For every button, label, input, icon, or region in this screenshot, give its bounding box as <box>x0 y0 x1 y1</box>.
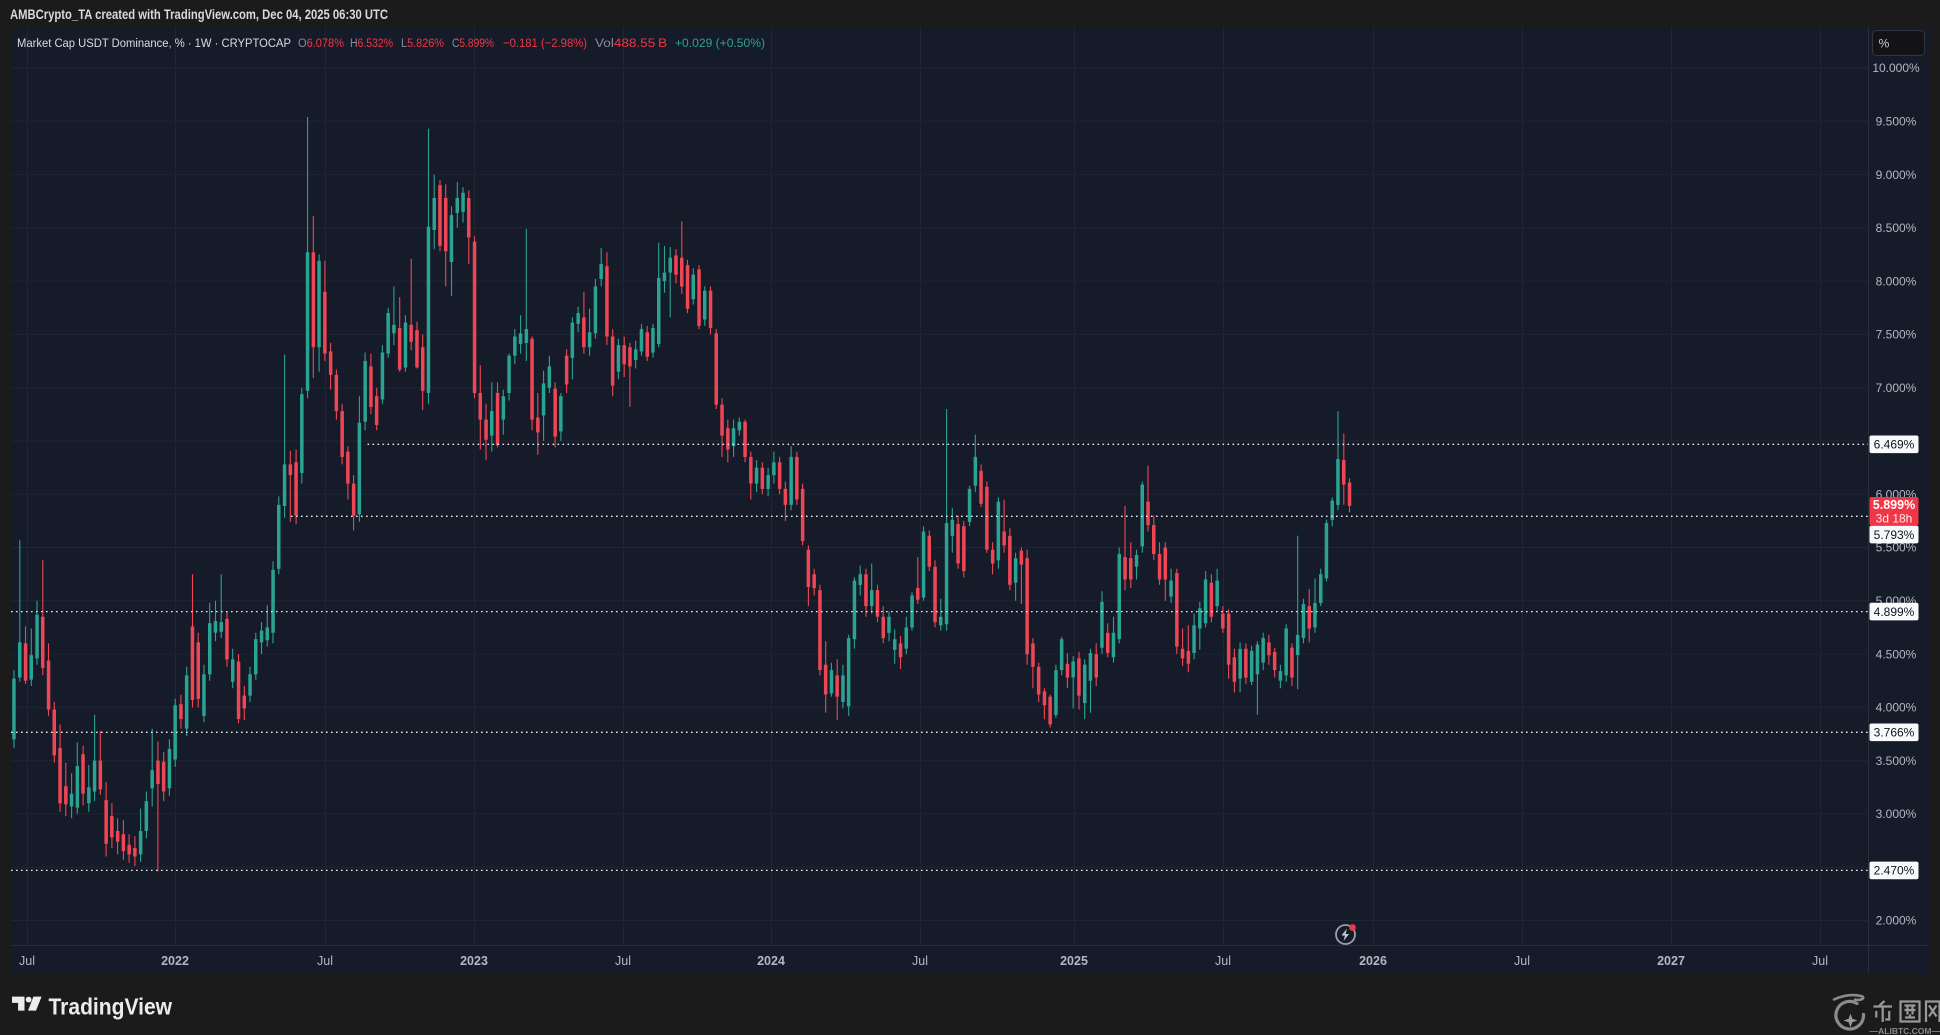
svg-text:Jul: Jul <box>1215 954 1231 968</box>
svg-text:8.500%: 8.500% <box>1876 221 1917 235</box>
svg-text:4.000%: 4.000% <box>1876 701 1917 715</box>
svg-text:2.470%: 2.470% <box>1874 864 1915 878</box>
svg-text:L5.826%: L5.826% <box>401 36 444 50</box>
svg-text:4.899%: 4.899% <box>1874 605 1915 619</box>
svg-text:5.899%: 5.899% <box>1873 498 1915 512</box>
svg-text:3.766%: 3.766% <box>1874 726 1915 740</box>
svg-text:5.793%: 5.793% <box>1874 528 1915 542</box>
svg-text:2025: 2025 <box>1060 954 1088 968</box>
svg-text:C5.899%: C5.899% <box>452 36 494 50</box>
svg-text:Jul: Jul <box>19 954 35 968</box>
svg-text:7.000%: 7.000% <box>1876 381 1917 395</box>
svg-text:2024: 2024 <box>757 954 785 968</box>
svg-text:3.000%: 3.000% <box>1876 807 1917 821</box>
svg-text:2023: 2023 <box>460 954 488 968</box>
svg-text:3d 18h: 3d 18h <box>1876 512 1913 526</box>
svg-text:−0.181 (−2.98%): −0.181 (−2.98%) <box>503 36 587 50</box>
svg-text:6.469%: 6.469% <box>1874 438 1915 452</box>
svg-text:TradingView: TradingView <box>49 994 173 1020</box>
svg-text:3.500%: 3.500% <box>1876 754 1917 768</box>
svg-text:+0.029 (+0.50%): +0.029 (+0.50%) <box>675 36 765 50</box>
svg-text:%: % <box>1879 37 1890 51</box>
svg-text:5.500%: 5.500% <box>1876 541 1917 555</box>
svg-text:—ALIBTC.COM—: —ALIBTC.COM— <box>1870 1026 1940 1035</box>
svg-text:Market Cap USDT Dominance, % ·: Market Cap USDT Dominance, % · 1W · CRYP… <box>17 36 291 50</box>
svg-text:Jul: Jul <box>615 954 631 968</box>
svg-text:2022: 2022 <box>161 954 189 968</box>
svg-text:AMBCrypto_TA created with Trad: AMBCrypto_TA created with TradingView.co… <box>10 7 388 22</box>
svg-text:2027: 2027 <box>1657 954 1685 968</box>
svg-text:8.000%: 8.000% <box>1876 274 1917 288</box>
svg-text:O6.078%: O6.078% <box>298 36 344 50</box>
svg-text:H6.532%: H6.532% <box>350 36 393 50</box>
svg-text:4.500%: 4.500% <box>1876 647 1917 661</box>
svg-text:2026: 2026 <box>1359 954 1387 968</box>
svg-text:Jul: Jul <box>1514 954 1530 968</box>
svg-text:10.000%: 10.000% <box>1872 61 1920 75</box>
svg-text:Jul: Jul <box>317 954 333 968</box>
svg-text:9.500%: 9.500% <box>1876 115 1917 129</box>
svg-text:7.500%: 7.500% <box>1876 328 1917 342</box>
svg-text:9.000%: 9.000% <box>1876 168 1917 182</box>
svg-text:Jul: Jul <box>912 954 928 968</box>
svg-text:2.000%: 2.000% <box>1876 914 1917 928</box>
svg-text:Jul: Jul <box>1812 954 1828 968</box>
